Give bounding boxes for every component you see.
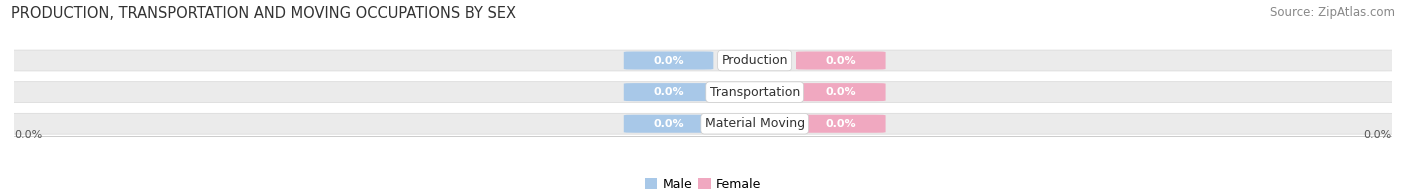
Text: PRODUCTION, TRANSPORTATION AND MOVING OCCUPATIONS BY SEX: PRODUCTION, TRANSPORTATION AND MOVING OC… xyxy=(11,6,516,21)
Legend: Male, Female: Male, Female xyxy=(640,173,766,196)
FancyBboxPatch shape xyxy=(796,83,886,101)
FancyBboxPatch shape xyxy=(0,113,1406,134)
Text: 0.0%: 0.0% xyxy=(1364,130,1392,140)
Text: Material Moving: Material Moving xyxy=(704,117,804,130)
FancyBboxPatch shape xyxy=(796,52,886,70)
Text: 0.0%: 0.0% xyxy=(825,55,856,65)
Text: 0.0%: 0.0% xyxy=(654,119,683,129)
FancyBboxPatch shape xyxy=(796,115,886,133)
FancyBboxPatch shape xyxy=(624,52,713,70)
FancyBboxPatch shape xyxy=(0,82,1406,103)
FancyBboxPatch shape xyxy=(624,83,713,101)
Text: 0.0%: 0.0% xyxy=(825,119,856,129)
Text: Source: ZipAtlas.com: Source: ZipAtlas.com xyxy=(1270,6,1395,19)
Text: 0.0%: 0.0% xyxy=(654,87,683,97)
FancyBboxPatch shape xyxy=(624,115,713,133)
FancyBboxPatch shape xyxy=(0,50,1406,71)
Text: Transportation: Transportation xyxy=(710,86,800,99)
Text: 0.0%: 0.0% xyxy=(825,87,856,97)
Text: 0.0%: 0.0% xyxy=(14,130,42,140)
Text: 0.0%: 0.0% xyxy=(654,55,683,65)
Text: Production: Production xyxy=(721,54,787,67)
